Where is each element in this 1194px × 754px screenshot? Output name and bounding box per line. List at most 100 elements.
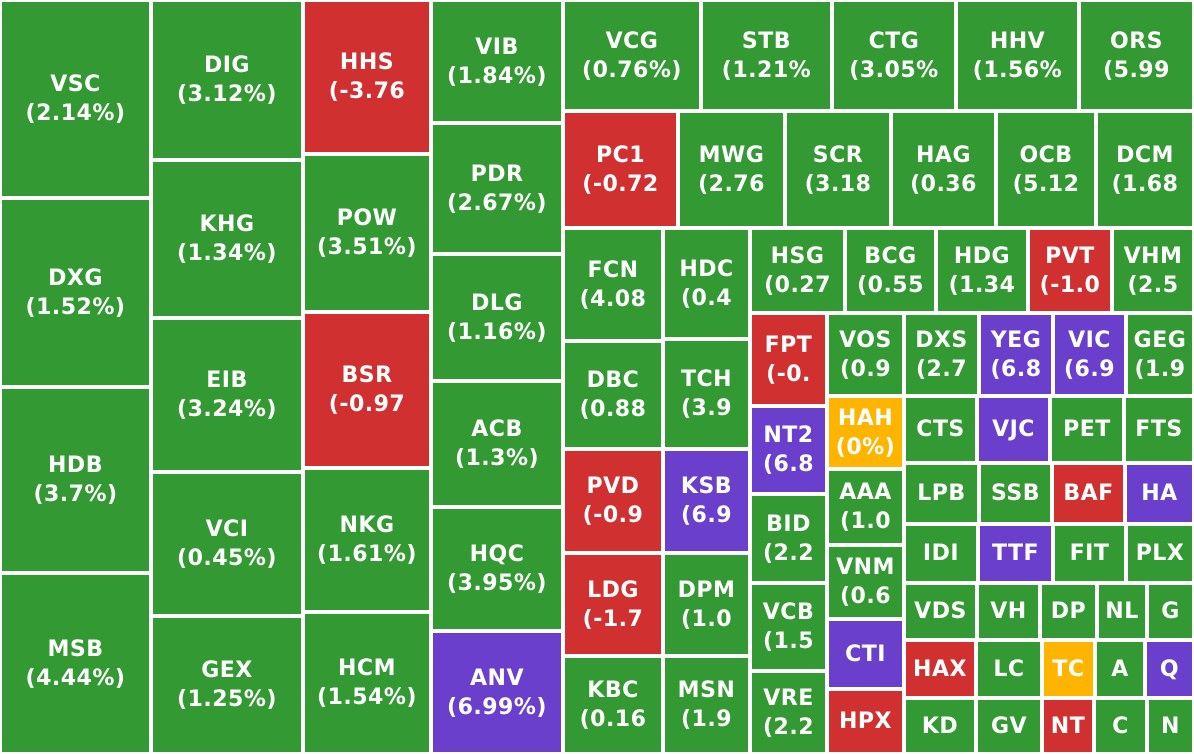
treemap-tile-nkg[interactable]: NKG (1.61%)	[303, 468, 431, 612]
tile-change: (6.9	[680, 503, 732, 528]
treemap-tile-plx[interactable]: PLX	[1126, 524, 1194, 583]
tile-label-group: HA	[1141, 479, 1177, 508]
treemap-tile-ctg[interactable]: CTG (3.05%	[832, 0, 956, 111]
treemap-tile-hhs[interactable]: HHS (-3.76	[303, 0, 431, 154]
treemap-tile-idi[interactable]: IDI	[904, 524, 978, 583]
treemap-tile-fpt[interactable]: FPT (-0.	[750, 313, 827, 406]
tile-symbol: BSR	[341, 363, 393, 388]
treemap-tile-vcg[interactable]: VCG (0.76%)	[563, 0, 701, 111]
tile-label-group: MSB (4.44%)	[26, 635, 126, 693]
tile-symbol: PLX	[1135, 541, 1185, 566]
treemap-tile-mwg[interactable]: MWG (2.76	[678, 111, 785, 228]
treemap-tile-vnm[interactable]: VNM (0.6	[827, 545, 904, 619]
treemap-tile-fts[interactable]: FTS	[1124, 396, 1194, 463]
treemap-tile-ocb[interactable]: OCB (5.12	[996, 111, 1096, 228]
treemap-tile-baf[interactable]: BAF	[1052, 463, 1125, 524]
treemap-tile-vib[interactable]: VIB (1.84%)	[431, 0, 563, 123]
treemap-tile-hhv[interactable]: HHV (1.56%	[956, 0, 1079, 111]
treemap-tile-gv[interactable]: GV	[976, 698, 1042, 754]
treemap-tile-ors[interactable]: ORS (5.99	[1079, 0, 1194, 111]
treemap-tile-cts[interactable]: CTS	[904, 396, 977, 463]
treemap-tile-yeg[interactable]: YEG (6.8	[979, 313, 1053, 396]
treemap-tile-tc[interactable]: TC	[1042, 640, 1095, 698]
treemap-tile-vjc[interactable]: VJC	[977, 396, 1050, 463]
treemap-tile-dp[interactable]: DP	[1040, 583, 1097, 640]
treemap-tile-n[interactable]: N	[1147, 698, 1194, 754]
treemap-tile-pvd[interactable]: PVD (-0.9	[563, 449, 663, 553]
treemap-tile-pet[interactable]: PET	[1050, 396, 1124, 463]
treemap-tile-dlg[interactable]: DLG (1.16%)	[431, 254, 563, 381]
treemap-tile-ldg[interactable]: LDG (-1.7	[563, 553, 663, 656]
treemap-tile-scr[interactable]: SCR (3.18	[785, 111, 891, 228]
treemap-tile-aaa[interactable]: AAA (1.0	[827, 469, 904, 545]
treemap-tile-vic[interactable]: VIC (6.9	[1053, 313, 1126, 396]
treemap-tile-kd[interactable]: KD	[904, 698, 976, 754]
treemap-tile-dpm[interactable]: DPM (1.0	[663, 553, 750, 656]
tile-label-group: MSN (1.9	[678, 676, 736, 734]
treemap-tile-pow[interactable]: POW (3.51%)	[303, 154, 431, 312]
treemap-tile-vcb[interactable]: VCB (1.5	[750, 583, 827, 671]
treemap-tile-hcm[interactable]: HCM (1.54%)	[303, 612, 431, 754]
treemap-tile-lc[interactable]: LC	[976, 640, 1042, 698]
treemap-tile-q[interactable]: Q	[1145, 640, 1194, 698]
treemap-tile-acb[interactable]: ACB (1.3%)	[431, 381, 563, 507]
treemap-tile-vci[interactable]: VCI (0.45%)	[151, 472, 303, 616]
treemap-tile-fcn[interactable]: FCN (4.08	[563, 228, 663, 341]
treemap-tile-hax[interactable]: HAX	[904, 640, 976, 698]
treemap-tile-ttf[interactable]: TTF	[978, 524, 1053, 583]
treemap-tile-dbc[interactable]: DBC (0.88	[563, 341, 663, 449]
treemap-tile-bsr[interactable]: BSR (-0.97	[303, 312, 431, 468]
treemap-tile-hpx[interactable]: HPX	[827, 689, 904, 754]
treemap-tile-dig[interactable]: DIG (3.12%)	[151, 0, 303, 160]
treemap-tile-pvt[interactable]: PVT (-1.0	[1028, 228, 1112, 313]
treemap-tile-vh[interactable]: VH	[977, 583, 1040, 640]
treemap-tile-hdg[interactable]: HDG (1.34	[936, 228, 1028, 313]
treemap-tile-lpb[interactable]: LPB	[904, 463, 979, 524]
treemap-tile-bcg[interactable]: BCG (0.55	[845, 228, 936, 313]
treemap-tile-bid[interactable]: BID (2.2	[750, 494, 827, 583]
treemap-tile-vos[interactable]: VOS (0.9	[827, 313, 904, 396]
treemap-tile-a[interactable]: A	[1095, 640, 1145, 698]
treemap-tile-hah[interactable]: HAH (0%)	[827, 396, 904, 469]
treemap-tile-hdc[interactable]: HDC (0.4	[663, 228, 750, 339]
treemap-tile-gex[interactable]: GEX (1.25%)	[151, 616, 303, 754]
treemap-tile-hsg[interactable]: HSG (0.27	[750, 228, 845, 313]
treemap-tile-vhm[interactable]: VHM (2.5	[1112, 228, 1194, 313]
treemap-tile-ksb[interactable]: KSB (6.9	[663, 449, 750, 553]
treemap-tile-ssb[interactable]: SSB	[979, 463, 1052, 524]
treemap-tile-ha[interactable]: HA	[1125, 463, 1194, 524]
tile-symbol: GEX	[201, 658, 253, 683]
treemap-tile-vsc[interactable]: VSC (2.14%)	[0, 0, 151, 198]
tile-label-group: VCB (1.5	[763, 598, 814, 656]
treemap-tile-msb[interactable]: MSB (4.44%)	[0, 573, 151, 754]
treemap-tile-nt[interactable]: NT	[1042, 698, 1094, 754]
treemap-tile-vds[interactable]: VDS	[904, 583, 977, 640]
treemap-tile-anv[interactable]: ANV (6.99%)	[431, 631, 563, 754]
treemap-tile-khg[interactable]: KHG (1.34%)	[151, 160, 303, 318]
treemap-tile-stb[interactable]: STB (1.21%	[701, 0, 832, 111]
treemap-tile-kbc[interactable]: KBC (0.16	[563, 656, 663, 754]
treemap-tile-dxs[interactable]: DXS (2.7	[904, 313, 979, 396]
treemap-tile-eib[interactable]: EIB (3.24%)	[151, 318, 303, 472]
treemap-tile-msn[interactable]: MSN (1.9	[663, 656, 750, 754]
treemap-tile-hag[interactable]: HAG (0.36	[891, 111, 996, 228]
treemap-tile-pdr[interactable]: PDR (2.67%)	[431, 123, 563, 254]
treemap-tile-dxg[interactable]: DXG (1.52%)	[0, 198, 151, 387]
tile-symbol: LC	[993, 656, 1025, 682]
tile-label-group: LPB	[917, 479, 965, 508]
treemap-tile-geg[interactable]: GEG (1.9	[1126, 313, 1194, 396]
tile-label-group: HHV (1.56%	[973, 27, 1062, 85]
treemap-tile-cti[interactable]: CTI	[827, 619, 904, 689]
treemap-tile-dcm[interactable]: DCM (1.68	[1096, 111, 1194, 228]
tile-symbol: TTF	[991, 541, 1040, 566]
treemap-tile-g[interactable]: G	[1147, 583, 1194, 640]
treemap-tile-nt2[interactable]: NT2 (6.8	[750, 406, 827, 494]
treemap-tile-nl[interactable]: NL	[1097, 583, 1147, 640]
treemap-tile-c[interactable]: C	[1094, 698, 1147, 754]
treemap-tile-hdb[interactable]: HDB (3.7%)	[0, 387, 151, 573]
treemap-tile-vre[interactable]: VRE (2.2	[750, 671, 827, 754]
treemap-tile-fit[interactable]: FIT	[1053, 524, 1126, 583]
treemap-tile-tch[interactable]: TCH (3.9	[663, 339, 750, 449]
treemap-tile-hqc[interactable]: HQC (3.95%)	[431, 507, 563, 631]
treemap-tile-pc1[interactable]: PC1 (-0.72	[563, 111, 678, 228]
